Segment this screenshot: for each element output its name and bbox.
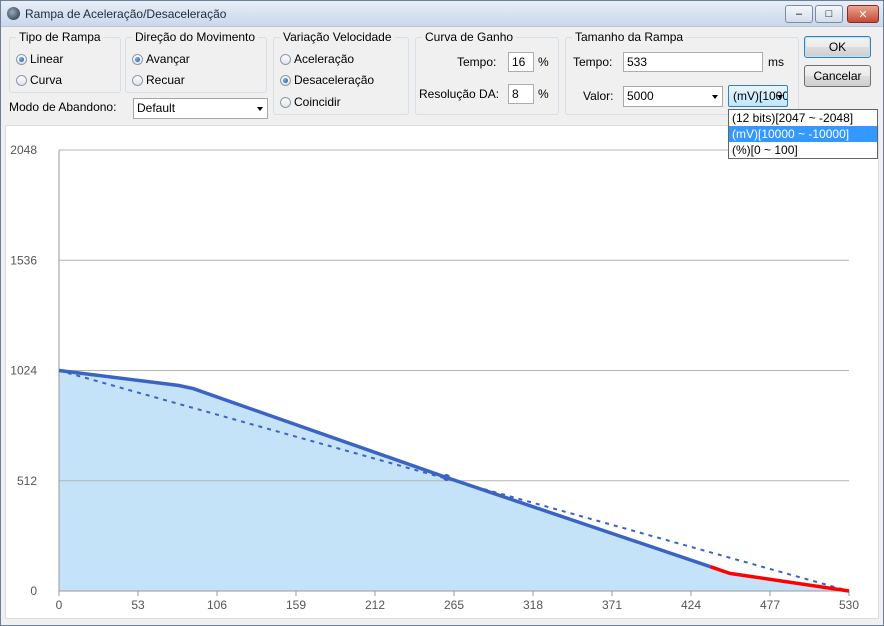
direcao-label: Direção do Movimento xyxy=(132,30,259,44)
title-bar[interactable]: Rampa de Aceleração/Desaceleração – □ ✕ xyxy=(1,1,883,27)
y-tick-label: 0 xyxy=(30,584,37,598)
rampa-tempo-unit: ms xyxy=(768,55,784,69)
curva-ganho-group: Curva de Ganho Tempo: 16 % Resolução DA:… xyxy=(415,30,559,115)
direcao-group: Direção do Movimento Avançar Recuar xyxy=(125,30,267,93)
unit-select-value: (mV)[10000 ~ -10000] xyxy=(733,89,787,103)
x-tick-label: 424 xyxy=(681,598,701,612)
x-tick-label: 530 xyxy=(839,598,859,612)
radio-curva-label: Curva xyxy=(30,73,63,87)
radio-linear-indicator[interactable] xyxy=(16,53,27,65)
ramp-chart: 0 512 1024 1536 2048 0 53 106 159 212 265 318 371 424… xyxy=(5,125,879,619)
x-tick-label: 159 xyxy=(286,598,306,612)
window-title: Rampa de Aceleração/Desaceleração xyxy=(25,7,227,21)
cancel-button[interactable]: Cancelar xyxy=(804,65,871,87)
ramp-end-segment xyxy=(709,565,850,593)
tamanho-rampa-label: Tamanho da Rampa xyxy=(572,30,687,44)
variacao-group: Variação Velocidade Aceleração Desaceler… xyxy=(273,30,409,115)
reference-dashed-line xyxy=(58,369,850,592)
variacao-label: Variação Velocidade xyxy=(280,30,395,44)
radio-coincidir-indicator[interactable] xyxy=(280,96,291,108)
unit-select[interactable]: (mV)[10000 ~ -10000] xyxy=(728,85,788,107)
x-tick-label: 477 xyxy=(760,598,780,612)
chevron-down-icon xyxy=(777,95,783,99)
x-tick-label: 371 xyxy=(602,598,622,612)
y-tick-label: 1536 xyxy=(10,253,37,267)
close-button[interactable]: ✕ xyxy=(847,5,879,23)
rampa-tempo-label: Tempo: xyxy=(573,55,613,69)
resolucao-da-label: Resolução DA: xyxy=(419,87,500,101)
modo-abandono-label: Modo de Abandono: xyxy=(9,100,117,114)
tipo-rampa-label: Tipo de Rampa xyxy=(16,30,104,44)
radio-coincidir-label: Coincidir xyxy=(294,95,341,109)
radio-linear[interactable]: Linear xyxy=(16,52,63,66)
ganho-tempo-label: Tempo: xyxy=(457,55,497,69)
maximize-button[interactable]: □ xyxy=(815,5,843,23)
x-tick-label: 106 xyxy=(207,598,227,612)
y-tick-label: 512 xyxy=(17,474,37,488)
x-tick-label: 212 xyxy=(365,598,385,612)
ramp-marker-point xyxy=(443,474,451,482)
tamanho-rampa-group: Tamanho da Rampa Tempo: 533 ms Valor: 50… xyxy=(565,30,799,115)
resolucao-da-input[interactable]: 8 xyxy=(508,84,534,104)
radio-coincidir[interactable]: Coincidir xyxy=(280,95,341,109)
radio-desaceleracao-indicator[interactable] xyxy=(280,74,291,86)
unit-option-percent[interactable]: (%)[0 ~ 100] xyxy=(732,143,798,157)
x-tick-label: 265 xyxy=(444,598,464,612)
ganho-tempo-unit: % xyxy=(538,55,549,69)
tipo-rampa-group: Tipo de Rampa Linear Curva xyxy=(9,30,121,93)
rampa-valor-value: 5000 xyxy=(627,89,654,103)
ramp-line xyxy=(58,368,711,569)
radio-linear-label: Linear xyxy=(30,52,64,66)
radio-recuar-label: Recuar xyxy=(146,73,185,87)
x-tick-label: 318 xyxy=(523,598,543,612)
curva-ganho-label: Curva de Ganho xyxy=(422,30,517,44)
radio-desaceleracao-label: Desaceleração xyxy=(294,73,375,87)
app-icon xyxy=(7,7,20,20)
modo-abandono-value: Default xyxy=(137,101,176,115)
modo-abandono-select[interactable]: Default xyxy=(133,98,268,119)
ok-button[interactable]: OK xyxy=(804,36,871,58)
unit-dropdown-list: (12 bits)[2047 ~ -2048] (mV)[10000 ~ -10… xyxy=(728,109,878,159)
minimize-button[interactable]: – xyxy=(785,5,813,23)
x-tick-label: 53 xyxy=(131,598,145,612)
radio-curva-indicator[interactable] xyxy=(16,74,27,86)
rampa-valor-select[interactable]: 5000 xyxy=(623,86,723,107)
ramp-chart-svg: 0 512 1024 1536 2048 0 53 106 159 212 265 318 371 424… xyxy=(10,143,859,612)
radio-aceleracao-indicator[interactable] xyxy=(280,53,291,65)
radio-avancar-label: Avançar xyxy=(146,52,190,66)
radio-curva[interactable]: Curva xyxy=(16,73,62,87)
radio-recuar-indicator[interactable] xyxy=(132,74,143,86)
rampa-valor-label: Valor: xyxy=(583,89,614,103)
x-tick-label: 0 xyxy=(56,598,63,612)
radio-desaceleracao[interactable]: Desaceleração xyxy=(280,73,374,87)
radio-avancar[interactable]: Avançar xyxy=(132,52,190,66)
chevron-down-icon xyxy=(712,95,718,99)
ganho-tempo-input[interactable]: 16 xyxy=(508,52,534,72)
resolucao-da-unit: % xyxy=(538,87,549,101)
y-tick-label: 2048 xyxy=(10,143,37,157)
rampa-tempo-input[interactable]: 533 xyxy=(623,52,763,72)
chevron-down-icon xyxy=(257,107,263,111)
y-tick-label: 1024 xyxy=(10,364,37,378)
radio-avancar-indicator[interactable] xyxy=(132,53,143,65)
radio-aceleracao-label: Aceleração xyxy=(294,52,355,66)
unit-option-mv[interactable]: (mV)[10000 ~ -10000] xyxy=(729,126,877,142)
unit-option-12bits[interactable]: (12 bits)[2047 ~ -2048] xyxy=(732,111,854,125)
radio-recuar[interactable]: Recuar xyxy=(132,73,185,87)
radio-aceleracao[interactable]: Aceleração xyxy=(280,52,354,66)
